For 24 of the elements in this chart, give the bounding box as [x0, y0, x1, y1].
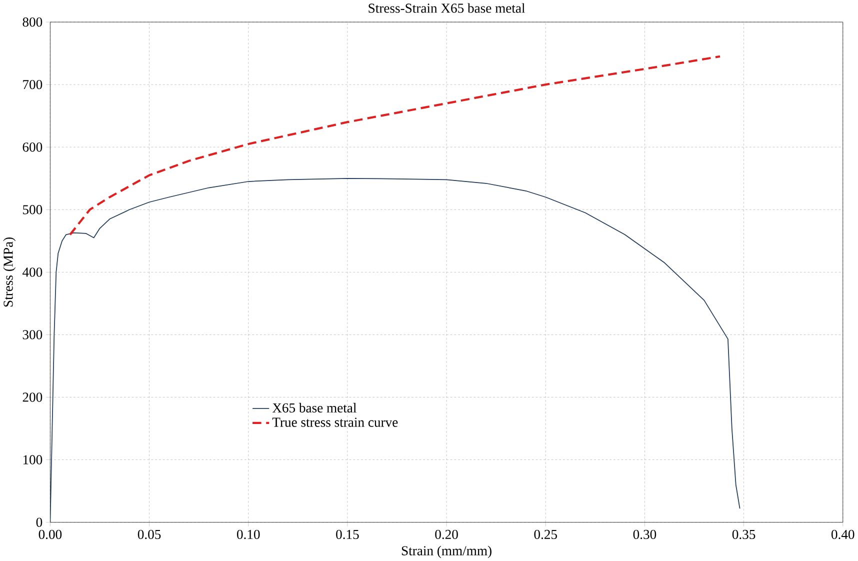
- y-tick-label: 700: [23, 80, 42, 90]
- y-tick-label: 800: [22, 17, 42, 26]
- line-series: [68, 55, 722, 236]
- x-tick-label: 0.30: [633, 530, 656, 539]
- x-tick-label: 0.35: [732, 530, 756, 539]
- y-tick-label: 200: [22, 392, 42, 402]
- y-tick-label: 0: [36, 518, 42, 527]
- x-tick-label: 0.10: [236, 530, 260, 539]
- x-tick-label: 0.25: [534, 530, 557, 539]
- x-axis-title: Strain (mm/mm): [402, 546, 492, 558]
- legend-label: True stress strain curve: [272, 418, 398, 427]
- y-tick-label: 400: [22, 267, 42, 277]
- y-tick-label: 500: [23, 204, 42, 214]
- chart-title: Stress-Strain X65 base metal: [368, 3, 525, 13]
- y-tick-label: 600: [22, 142, 42, 152]
- x-tick-label: 0.05: [138, 530, 161, 539]
- y-axis-title: Stress (MPa): [3, 237, 16, 306]
- y-tick-label: 100: [23, 455, 42, 464]
- x-tick-label: 0.20: [435, 530, 458, 539]
- x-tick-label: 0.40: [832, 530, 854, 539]
- x-tick-label: 0.15: [336, 530, 359, 539]
- y-tick-label: 300: [22, 330, 42, 340]
- x-tick-label: 0.00: [38, 530, 62, 539]
- legend-label: X65 base metal: [272, 402, 356, 412]
